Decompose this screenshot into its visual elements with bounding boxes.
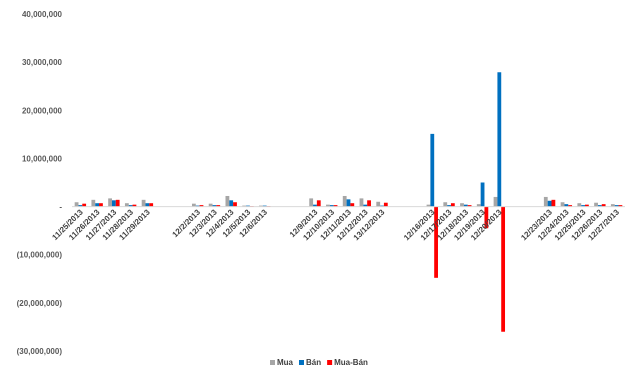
bar <box>383 202 388 207</box>
bar <box>551 199 556 207</box>
bar <box>74 202 79 207</box>
bar <box>212 205 217 207</box>
bar <box>560 202 565 207</box>
bar-area <box>74 72 623 332</box>
y-tick-label: 40,000,000 <box>22 10 63 19</box>
bar <box>430 133 435 207</box>
bar <box>329 205 334 207</box>
bar <box>128 205 133 207</box>
x-axis: 11/25/201311/26/201311/27/201311/28/2013… <box>50 206 625 242</box>
bar <box>568 205 573 207</box>
bar <box>484 206 489 229</box>
y-tick-label: 10,000,000 <box>22 154 63 163</box>
bar <box>199 205 204 207</box>
legend-label: Mua <box>277 358 294 367</box>
bar <box>367 200 371 207</box>
bar <box>191 203 196 207</box>
bar <box>434 206 438 278</box>
legend-swatch <box>299 360 304 365</box>
bar <box>610 204 615 207</box>
bar <box>581 205 586 207</box>
y-tick-label: 30,000,000 <box>22 58 63 67</box>
bar <box>132 204 137 207</box>
bar <box>229 200 234 207</box>
legend-label: Mua-Bán <box>334 358 368 367</box>
bar <box>95 203 100 207</box>
bar <box>618 205 623 207</box>
bar <box>467 205 472 207</box>
bar <box>225 195 230 207</box>
y-tick-label: (10,000,000) <box>17 251 63 260</box>
y-tick-label: - <box>59 203 62 212</box>
bar <box>108 198 112 207</box>
bar <box>326 204 330 207</box>
bar <box>547 200 552 207</box>
bar <box>476 204 481 207</box>
bar <box>208 203 213 207</box>
bar <box>577 203 582 207</box>
bar <box>342 195 347 207</box>
bar <box>350 203 355 207</box>
bar <box>447 205 451 207</box>
bar <box>216 205 221 207</box>
bar <box>594 202 598 207</box>
bar <box>233 202 237 207</box>
bar <box>450 203 455 207</box>
bar <box>501 206 506 332</box>
bar <box>376 201 381 207</box>
bar <box>426 204 431 207</box>
bar <box>564 204 569 207</box>
bar <box>91 199 96 207</box>
bar <box>316 200 321 207</box>
bar <box>141 199 146 207</box>
bar <box>145 203 150 207</box>
y-tick-label: (20,000,000) <box>17 299 63 308</box>
bar <box>82 203 87 207</box>
bar <box>149 203 154 207</box>
legend: Mua Bán Mua-Bán <box>270 358 368 367</box>
y-tick-label: 20,000,000 <box>22 106 63 115</box>
bar <box>313 204 317 207</box>
y-tick-label: (30,000,000) <box>17 347 63 356</box>
bar <box>78 205 83 207</box>
bar <box>585 204 589 207</box>
bar <box>601 204 606 207</box>
bar <box>359 198 364 207</box>
bar <box>99 203 103 207</box>
legend-swatch <box>327 360 333 365</box>
bar <box>493 196 498 207</box>
bar <box>346 199 351 207</box>
bar <box>111 200 116 207</box>
legend-label: Bán <box>306 358 321 367</box>
bar <box>460 203 464 207</box>
bar <box>480 182 485 207</box>
bar <box>543 196 548 207</box>
bar <box>333 205 338 207</box>
bar <box>497 72 502 207</box>
legend-swatch <box>270 360 275 365</box>
bar <box>614 205 619 207</box>
y-axis: 40,000,000 30,000,000 20,000,000 10,000,000… <box>17 10 63 356</box>
bar <box>597 205 602 207</box>
bar <box>124 203 129 207</box>
bar <box>443 202 448 207</box>
bar <box>463 204 468 207</box>
bar <box>309 198 314 207</box>
bar <box>115 199 120 207</box>
bar <box>363 204 368 207</box>
